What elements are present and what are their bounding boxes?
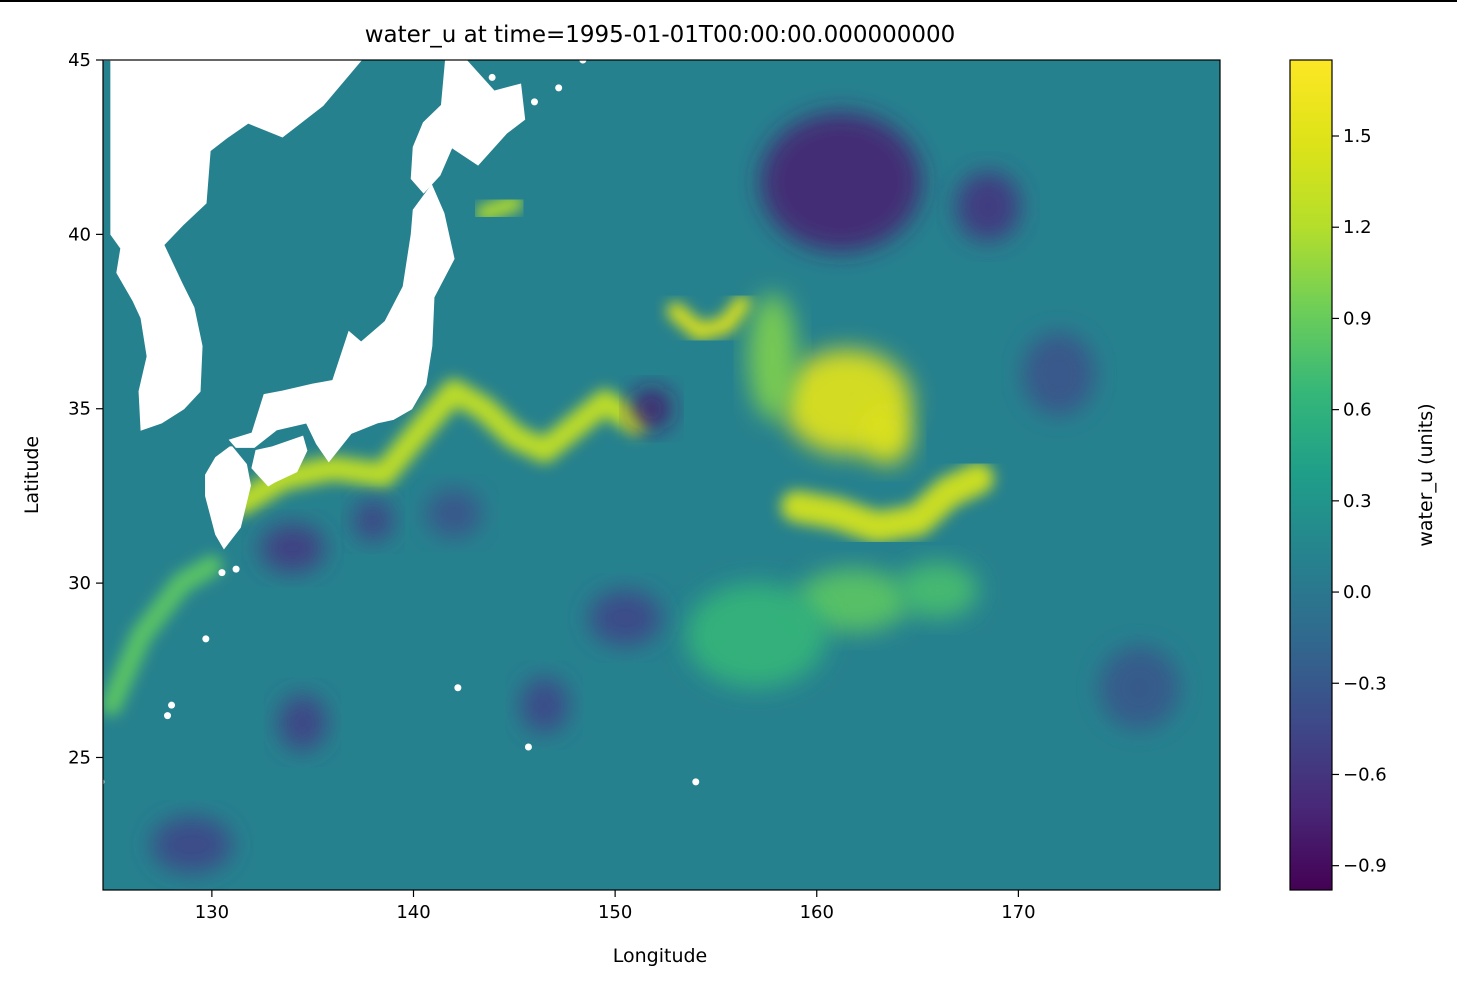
current-blob-4 [863, 408, 912, 465]
current-blob-12 [955, 171, 1021, 242]
colorbar-tick-label: 1.5 [1343, 126, 1372, 147]
colorbar-tick-label: −0.9 [1343, 856, 1387, 877]
island-4 [579, 60, 587, 64]
current-jet-2 [666, 295, 751, 341]
island-7 [164, 712, 172, 720]
current-jet-0 [229, 379, 648, 516]
land-mask [103, 50, 700, 786]
current-features [103, 112, 1180, 873]
current-blob-21 [1099, 645, 1180, 730]
land-polygon-4 [410, 60, 526, 194]
plot-area [103, 50, 1220, 890]
x-tick-label: 160 [800, 902, 834, 923]
current-blob-7 [796, 569, 910, 632]
x-tick-label: 140 [396, 902, 430, 923]
colorbar-frame [1289, 59, 1333, 891]
current-blob-5 [748, 293, 797, 420]
x-tick-label: 170 [1001, 902, 1035, 923]
island-6 [168, 701, 176, 709]
current-blob-9 [685, 583, 827, 688]
x-axis: 130 140 150 160 170 [195, 890, 1036, 923]
colorbar-tick-label: −0.6 [1343, 764, 1387, 785]
top-border [0, 0, 1457, 2]
land-polygon-3 [251, 435, 308, 487]
colorbar-tick-label: 0.6 [1343, 400, 1372, 421]
y-axis-label: Latitude [21, 436, 43, 514]
island-9 [232, 565, 240, 573]
island-1 [488, 73, 496, 81]
colorbar-tick-label: 1.2 [1343, 217, 1372, 238]
current-blob-8 [897, 562, 979, 618]
land-polygon-2 [228, 184, 455, 463]
colorbar-gradient [1290, 60, 1332, 890]
current-jet-10 [103, 555, 223, 716]
colorbar-tick-label: 0.9 [1343, 308, 1372, 329]
y-tick-label: 30 [68, 573, 91, 594]
current-blob-20 [1022, 332, 1095, 416]
colorbar: 1.5 1.2 0.9 0.6 0.3 0.0 −0.3 −0.6 −0.9 water_u (… [1289, 59, 1437, 891]
y-tick-label: 35 [68, 399, 91, 420]
y-tick-label: 40 [68, 224, 91, 245]
current-jet-1 [475, 194, 524, 223]
current-jet-6 [780, 462, 994, 543]
island-2 [530, 98, 538, 106]
island-3 [555, 84, 563, 92]
current-blob-14 [260, 523, 325, 573]
y-tick-label: 45 [68, 50, 91, 71]
current-blob-16 [588, 590, 662, 646]
y-tick-label: 25 [68, 747, 91, 768]
island-0 [436, 50, 443, 57]
colorbar-tick-label: 0.3 [1343, 491, 1372, 512]
y-axis: 25 30 35 40 45 [68, 50, 103, 768]
current-blob-18 [278, 694, 327, 751]
x-tick-label: 130 [195, 902, 229, 923]
island-5 [202, 635, 210, 643]
chart-title: water_u at time=1995-01-01T00:00:00.0000… [365, 22, 956, 48]
x-tick-label: 150 [598, 902, 632, 923]
island-13 [692, 778, 700, 786]
current-blob-15 [353, 499, 394, 542]
current-blob-17 [520, 677, 569, 734]
current-blob-11 [760, 112, 922, 252]
land-polygon-1 [205, 446, 251, 550]
current-blob-22 [425, 488, 483, 538]
island-11 [454, 684, 462, 692]
colorbar-label: water_u (units) [1415, 403, 1437, 546]
colorbar-tick-label: 0.0 [1343, 582, 1372, 603]
x-axis-label: Longitude [613, 945, 708, 967]
land-polygon-0 [103, 60, 363, 431]
island-10 [218, 569, 226, 577]
colorbar-ticks: 1.5 1.2 0.9 0.6 0.3 0.0 −0.3 −0.6 −0.9 [1332, 126, 1387, 877]
current-blob-13 [631, 387, 672, 430]
colorbar-tick-label: −0.3 [1343, 673, 1387, 694]
island-12 [524, 743, 532, 751]
plot-frame [102, 59, 1221, 891]
current-blob-19 [151, 816, 233, 873]
